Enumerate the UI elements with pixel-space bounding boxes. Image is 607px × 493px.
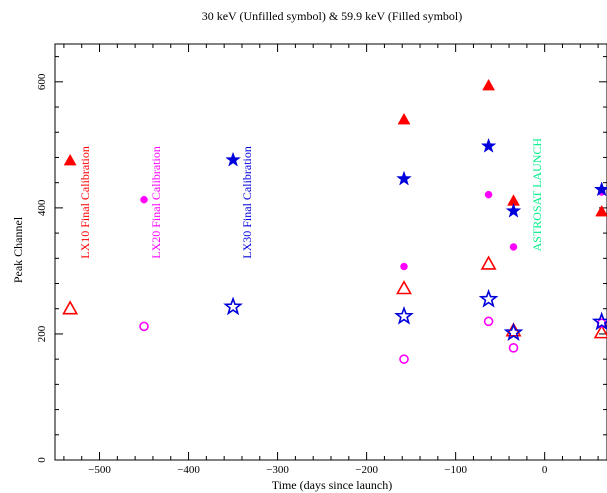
x-tick-label: 0: [542, 464, 548, 476]
annotation-label: ASTROSAT LAUNCH: [530, 138, 544, 252]
filled-star-point: [480, 137, 497, 153]
open-circle-point: [139, 321, 149, 332]
filled-triangle-point: [63, 153, 77, 166]
filled-star-point: [505, 202, 522, 218]
open-star-point: [223, 296, 243, 316]
filled-star-point: [225, 151, 241, 167]
x-tick-label: −100: [444, 464, 467, 476]
filled-triangle-point: [482, 78, 496, 91]
open-triangle-point: [62, 300, 79, 315]
y-tick-label: 0: [36, 457, 48, 463]
y-axis-label: Peak Channel: [11, 216, 25, 283]
x-tick-label: −500: [88, 464, 111, 476]
plot-frame: [54, 43, 607, 461]
filled-star-point: [396, 170, 412, 186]
open-triangle-point: [480, 255, 497, 270]
x-tick-label: −400: [177, 464, 200, 476]
open-star-point: [478, 288, 499, 308]
open-star-point: [503, 322, 524, 342]
annotations: LX10 Final Calibration LX20 Final Calibra…: [78, 138, 544, 259]
filled-triangle-point: [397, 112, 411, 125]
open-circle-point: [508, 343, 519, 353]
filled-triangle-point: [595, 204, 607, 217]
y-tick-label: 200: [36, 325, 48, 342]
filled-circle-point: [484, 190, 493, 199]
open-triangle-point: [396, 280, 412, 295]
y-tick-label: 600: [36, 73, 48, 90]
data-points: [62, 78, 607, 364]
annotation-label: LX10 Final Calibration: [78, 146, 92, 259]
open-circle-point: [399, 354, 409, 364]
x-tick-label: −300: [266, 464, 289, 476]
annotation-label: LX30 Final Calibration: [240, 146, 254, 259]
x-axis-label: Time (days since launch): [272, 478, 393, 492]
x-tick-label: −200: [355, 464, 378, 476]
open-circle-point: [483, 316, 494, 327]
open-star-point: [591, 311, 607, 331]
filled-circle-point: [140, 195, 148, 204]
open-triangle-point: [593, 324, 607, 339]
y-tick-label: 400: [36, 199, 48, 216]
filled-circle-point: [400, 262, 408, 271]
chart-title: 30 keV (Unfilled symbol) & 59.9 keV (Fil…: [202, 9, 463, 23]
annotation-label: LX20 Final Calibration: [149, 146, 163, 259]
filled-circle-point: [509, 243, 518, 251]
filled-star-point: [593, 181, 607, 197]
open-star-point: [394, 305, 414, 325]
axis-ticks: −500 −400 −300 −200 −100 0 0 200 400 600: [36, 44, 607, 476]
